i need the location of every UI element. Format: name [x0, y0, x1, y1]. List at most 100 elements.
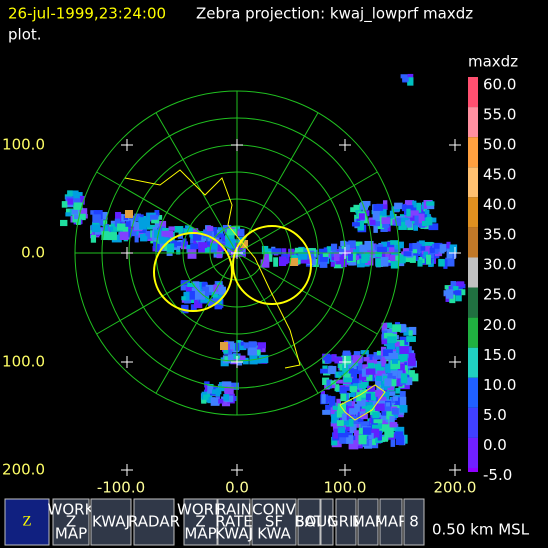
axis-labels: 100.0 0.0 100.0 200.0 -100.0 0.0 100.0 200.0 — [2, 136, 476, 497]
echo-cell — [411, 207, 418, 212]
echo-cell — [402, 248, 410, 253]
echo-cell — [373, 419, 383, 424]
colorbar-segment — [468, 377, 478, 408]
echo-cell — [115, 211, 122, 222]
echo-cell — [184, 298, 191, 304]
echo-cell — [385, 322, 392, 328]
echo-cell — [426, 201, 435, 206]
echo-cell — [413, 224, 418, 231]
button-label[interactable]: MAP — [352, 513, 384, 531]
echo-cell — [377, 396, 387, 403]
echo-cell — [409, 255, 416, 263]
echo-cell — [381, 339, 388, 345]
echo-cell — [372, 211, 380, 221]
button-label[interactable]: RATE — [215, 513, 253, 531]
echo-cell — [263, 253, 269, 260]
echo-cell — [65, 208, 74, 214]
button-label[interactable]: SAT — [295, 513, 324, 531]
echo-cell — [363, 357, 370, 362]
echo-cell — [248, 341, 257, 350]
echo-cell — [380, 224, 388, 232]
echo-cell — [343, 386, 350, 391]
echo-cell — [365, 252, 370, 261]
toolbar-button[interactable]: SAT — [295, 498, 324, 546]
toolbar-button[interactable]: MAP — [375, 498, 407, 546]
echo-cell — [258, 343, 263, 352]
echo-cell — [290, 258, 298, 266]
echo-cell — [443, 259, 448, 269]
button-label[interactable]: Z — [66, 513, 76, 531]
echo-cell — [352, 415, 363, 425]
button-label[interactable]: MAP — [375, 513, 407, 531]
button-label[interactable]: KWA — [257, 525, 291, 543]
button-label[interactable]: RADAR — [128, 513, 180, 531]
echo-cell — [385, 363, 391, 373]
colorbar-segment — [468, 137, 478, 168]
grid-cross — [339, 356, 351, 368]
echo-cell — [353, 369, 363, 374]
button-label[interactable]: KWAJ — [92, 513, 130, 531]
echo-cell — [384, 427, 394, 438]
button-label[interactable]: KWAJ — [215, 525, 253, 543]
echo-cell — [326, 248, 333, 256]
echo-cell — [235, 355, 243, 360]
grid-cross — [449, 139, 461, 151]
button-label[interactable]: WORK — [48, 501, 96, 519]
toolbar-button[interactable]: RADAR — [128, 498, 180, 546]
toolbar-button[interactable]: MAP — [352, 498, 384, 546]
button-label[interactable]: MAP — [184, 525, 216, 543]
echo-cell — [401, 373, 408, 384]
echo-cell — [371, 438, 376, 446]
toolbar-button[interactable]: Z — [4, 498, 50, 546]
echo-cell — [152, 246, 158, 252]
echo-cell — [319, 258, 328, 268]
echo-cell — [352, 222, 360, 227]
colorbar-label: 40.0 — [483, 196, 516, 214]
toolbar-button[interactable]: KWAJ — [90, 498, 132, 546]
echo-cell — [325, 404, 334, 415]
button-label[interactable]: SF — [265, 513, 283, 531]
colorbar-segment — [468, 227, 478, 258]
echo-cell — [380, 256, 389, 267]
echo-cell — [389, 415, 395, 426]
echo-cell — [393, 379, 403, 387]
echo-cell — [382, 222, 390, 228]
echo-cell — [207, 385, 214, 394]
button-label[interactable]: MAP — [55, 525, 87, 543]
button-label[interactable]: 8 — [409, 513, 419, 531]
echo-cell — [132, 215, 141, 222]
echo-cell — [380, 250, 386, 258]
overlays — [124, 169, 386, 421]
echo-cell — [134, 233, 139, 243]
echo-cell — [399, 381, 410, 390]
echo-cell — [372, 221, 381, 227]
button-label[interactable]: WORK — [177, 501, 225, 519]
toolbar-button[interactable]: 8 — [403, 498, 425, 546]
echo-cell — [103, 224, 109, 235]
colorbar-segment — [468, 407, 478, 438]
echo-cell — [455, 290, 462, 296]
button-label[interactable]: Z — [22, 513, 31, 529]
colorbar: 60.0 55.0 50.0 45.0 40.0 35.0 30.0 25.0 20.0 15.0… — [468, 76, 516, 484]
button-label[interactable]: GRID — [327, 513, 365, 531]
echo-cell — [114, 218, 120, 227]
colorbar-segment — [468, 468, 478, 472]
echo-cell — [90, 234, 97, 243]
echo-cell — [298, 252, 308, 260]
echo-cell — [322, 377, 330, 385]
button-label[interactable]: CONV — [252, 501, 297, 519]
echo-cell — [78, 213, 86, 221]
echo-cell — [412, 200, 417, 208]
echo-cell — [377, 209, 387, 219]
echo-cell — [399, 391, 406, 401]
button-label[interactable]: RAIN — [216, 501, 252, 519]
echo-cell — [440, 244, 447, 252]
echo-cell — [206, 289, 214, 296]
button-label[interactable]: Z — [195, 513, 205, 531]
toolbar-button[interactable]: GRID — [327, 498, 365, 546]
